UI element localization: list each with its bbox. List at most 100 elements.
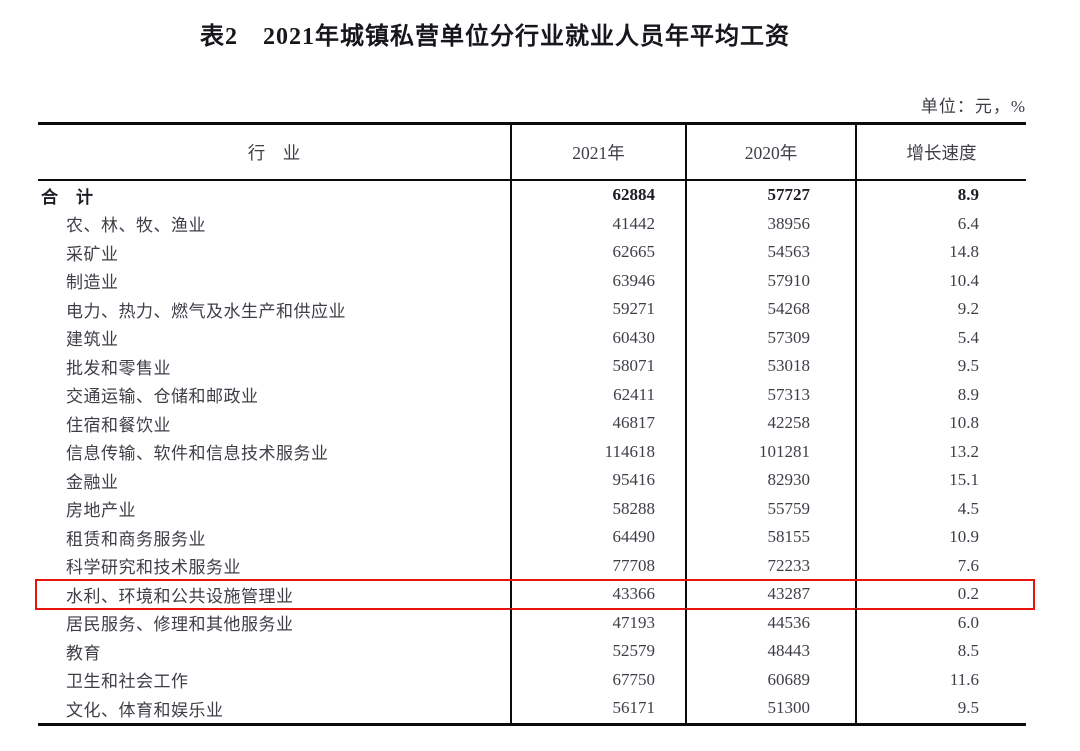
value-2020-cell: 57727 <box>685 181 855 210</box>
value-2021-cell: 43366 <box>510 580 685 609</box>
table-title: 表2 2021年城镇私营单位分行业就业人员年平均工资 <box>200 24 790 50</box>
table-row: 房地产业 58288 55759 4.5 <box>38 494 1026 523</box>
industry-cell: 合 计 <box>41 187 94 207</box>
value-2021-cell: 46817 <box>510 409 685 438</box>
table-row: 合 计 62884 57727 8.9 <box>38 181 1026 210</box>
value-2021-cell: 95416 <box>510 466 685 495</box>
value-2020-cell: 57309 <box>685 323 855 352</box>
value-2020-cell: 60689 <box>685 665 855 694</box>
column-header-2021: 2021年 <box>510 125 685 179</box>
growth-rate-cell: 4.5 <box>855 494 1026 523</box>
growth-rate-cell: 8.5 <box>855 637 1026 666</box>
table-header-row: 行 业 2021年 2020年 增长速度 <box>38 125 1026 181</box>
table-row: 建筑业 60430 57309 5.4 <box>38 323 1026 352</box>
table-row: 金融业 95416 82930 15.1 <box>38 466 1026 495</box>
value-2021-cell: 62665 <box>510 238 685 267</box>
value-2021-cell: 60430 <box>510 323 685 352</box>
value-2020-cell: 43287 <box>685 580 855 609</box>
industry-cell: 建筑业 <box>66 330 119 350</box>
table-row: 卫生和社会工作 67750 60689 11.6 <box>38 665 1026 694</box>
value-2020-cell: 53018 <box>685 352 855 381</box>
table-body: 合 计 62884 57727 8.9 农、林、牧、渔业 41442 38956 6.4 采矿业… <box>35 181 1035 723</box>
value-2021-cell: 64490 <box>510 523 685 552</box>
growth-rate-cell: 0.2 <box>855 580 1026 609</box>
industry-cell: 居民服务、修理和其他服务业 <box>66 615 294 635</box>
value-2021-cell: 114618 <box>510 437 685 466</box>
industry-cell: 租赁和商务服务业 <box>66 529 206 549</box>
industry-cell: 房地产业 <box>66 501 136 521</box>
industry-cell: 采矿业 <box>66 244 119 264</box>
value-2020-cell: 72233 <box>685 551 855 580</box>
industry-cell: 金融业 <box>66 472 119 492</box>
column-header-growth-rate: 增长速度 <box>855 125 1026 179</box>
table-row: 文化、体育和娱乐业 56171 51300 9.5 <box>38 694 1026 723</box>
table-row: 电力、热力、燃气及水生产和供应业 59271 54268 9.2 <box>38 295 1026 324</box>
value-2021-cell: 56171 <box>510 694 685 723</box>
table-row: 居民服务、修理和其他服务业 47193 44536 6.0 <box>38 608 1026 637</box>
growth-rate-cell: 9.2 <box>855 295 1026 324</box>
value-2020-cell: 101281 <box>685 437 855 466</box>
value-2020-cell: 54563 <box>685 238 855 267</box>
industry-cell: 卫生和社会工作 <box>66 672 189 692</box>
growth-rate-cell: 6.4 <box>855 209 1026 238</box>
industry-cell: 水利、环境和公共设施管理业 <box>66 586 294 606</box>
value-2020-cell: 44536 <box>685 608 855 637</box>
wage-table: 行 业 2021年 2020年 增长速度 合 计 62884 57727 8.9 农、林… <box>35 122 1035 726</box>
growth-rate-cell: 10.8 <box>855 409 1026 438</box>
value-2020-cell: 51300 <box>685 694 855 723</box>
industry-cell: 批发和零售业 <box>66 358 171 378</box>
industry-cell: 科学研究和技术服务业 <box>66 558 241 578</box>
growth-rate-cell: 9.5 <box>855 352 1026 381</box>
value-2021-cell: 62884 <box>510 181 685 210</box>
industry-cell: 交通运输、仓储和邮政业 <box>66 387 259 407</box>
value-2020-cell: 42258 <box>685 409 855 438</box>
table-row: 农、林、牧、渔业 41442 38956 6.4 <box>38 209 1026 238</box>
value-2020-cell: 38956 <box>685 209 855 238</box>
growth-rate-cell: 8.9 <box>855 181 1026 210</box>
industry-cell: 电力、热力、燃气及水生产和供应业 <box>66 301 346 321</box>
table-row: 教育 52579 48443 8.5 <box>38 637 1026 666</box>
growth-rate-cell: 5.4 <box>855 323 1026 352</box>
growth-rate-cell: 8.9 <box>855 380 1026 409</box>
growth-rate-cell: 6.0 <box>855 608 1026 637</box>
growth-rate-cell: 14.8 <box>855 238 1026 267</box>
value-2020-cell: 57910 <box>685 266 855 295</box>
value-2021-cell: 58288 <box>510 494 685 523</box>
value-2020-cell: 54268 <box>685 295 855 324</box>
value-2021-cell: 58071 <box>510 352 685 381</box>
value-2021-cell: 67750 <box>510 665 685 694</box>
value-2021-cell: 62411 <box>510 380 685 409</box>
industry-cell: 制造业 <box>66 273 119 293</box>
growth-rate-cell: 10.9 <box>855 523 1026 552</box>
table-row: 信息传输、软件和信息技术服务业 114618 101281 13.2 <box>38 437 1026 466</box>
value-2021-cell: 47193 <box>510 608 685 637</box>
growth-rate-cell: 15.1 <box>855 466 1026 495</box>
growth-rate-cell: 10.4 <box>855 266 1026 295</box>
industry-cell: 农、林、牧、渔业 <box>66 216 206 236</box>
table-row: 采矿业 62665 54563 14.8 <box>38 238 1026 267</box>
industry-cell: 教育 <box>66 643 101 663</box>
column-header-2020: 2020年 <box>685 125 855 179</box>
industry-cell: 文化、体育和娱乐业 <box>66 700 224 720</box>
industry-cell: 住宿和餐饮业 <box>66 415 171 435</box>
growth-rate-cell: 9.5 <box>855 694 1026 723</box>
value-2020-cell: 55759 <box>685 494 855 523</box>
growth-rate-cell: 7.6 <box>855 551 1026 580</box>
growth-rate-cell: 11.6 <box>855 665 1026 694</box>
value-2020-cell: 58155 <box>685 523 855 552</box>
value-2021-cell: 41442 <box>510 209 685 238</box>
value-2020-cell: 48443 <box>685 637 855 666</box>
value-2021-cell: 52579 <box>510 637 685 666</box>
table-row: 租赁和商务服务业 64490 58155 10.9 <box>38 523 1026 552</box>
table-row: 交通运输、仓储和邮政业 62411 57313 8.9 <box>38 380 1026 409</box>
value-2021-cell: 63946 <box>510 266 685 295</box>
value-2020-cell: 82930 <box>685 466 855 495</box>
table-row: 批发和零售业 58071 53018 9.5 <box>38 352 1026 381</box>
table-row-highlighted: 水利、环境和公共设施管理业 43366 43287 0.2 <box>35 578 1035 610</box>
table-row: 住宿和餐饮业 46817 42258 10.8 <box>38 409 1026 438</box>
value-2021-cell: 77708 <box>510 551 685 580</box>
value-2020-cell: 57313 <box>685 380 855 409</box>
table-row: 科学研究和技术服务业 77708 72233 7.6 <box>38 551 1026 580</box>
table-row: 制造业 63946 57910 10.4 <box>38 266 1026 295</box>
